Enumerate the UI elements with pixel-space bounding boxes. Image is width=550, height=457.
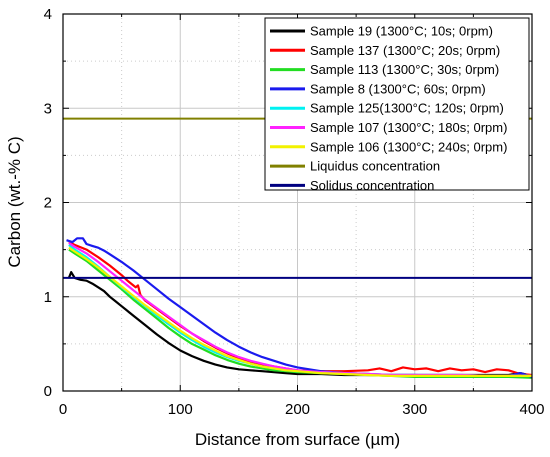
legend-label: Sample 8 (1300°C; 60s; 0rpm)	[310, 81, 486, 96]
legend-label: Sample 125(1300°C; 120s; 0rpm)	[310, 101, 504, 116]
legend-label: Liquidus concentration	[310, 159, 440, 174]
y-axis-title: Carbon (wt.-% C)	[5, 136, 24, 267]
axis-ticks	[62, 13, 533, 392]
legend-label: Sample 137 (1300°C; 20s; 0rpm)	[310, 43, 500, 58]
x-tick-label: 200	[285, 401, 310, 418]
y-tick-label: 3	[44, 100, 52, 117]
legend-label: Sample 113 (1300°C; 30s; 0rpm)	[310, 62, 499, 77]
series-line-6	[68, 246, 532, 377]
legend-label: Sample 107 (1300°C; 180s; 0rpm)	[310, 120, 507, 135]
x-tick-label: 0	[59, 401, 67, 418]
legend-box	[264, 17, 530, 191]
y-tick-label: 1	[44, 289, 52, 306]
y-tick-label: 4	[44, 6, 52, 23]
x-tick-label: 400	[519, 401, 544, 418]
x-tick-label: 300	[402, 401, 427, 418]
y-tick-label: 2	[44, 195, 52, 212]
legend-label: Solidus concentration	[310, 178, 434, 193]
y-tick-label: 0	[44, 383, 52, 400]
legend: Sample 19 (1300°C; 10s; 0rpm) Sample 137 …	[264, 17, 530, 193]
legend-label: Sample 19 (1300°C; 10s; 0rpm)	[310, 24, 493, 39]
legend-label: Sample 106 (1300°C; 240s; 0rpm)	[310, 139, 507, 154]
x-axis-title: Distance from surface (µm)	[195, 430, 400, 449]
x-tick-label: 100	[168, 401, 193, 418]
x-tick-labels: 0 100 200 300 400	[59, 401, 545, 418]
y-tick-labels: 0 1 2 3 4	[44, 6, 52, 400]
